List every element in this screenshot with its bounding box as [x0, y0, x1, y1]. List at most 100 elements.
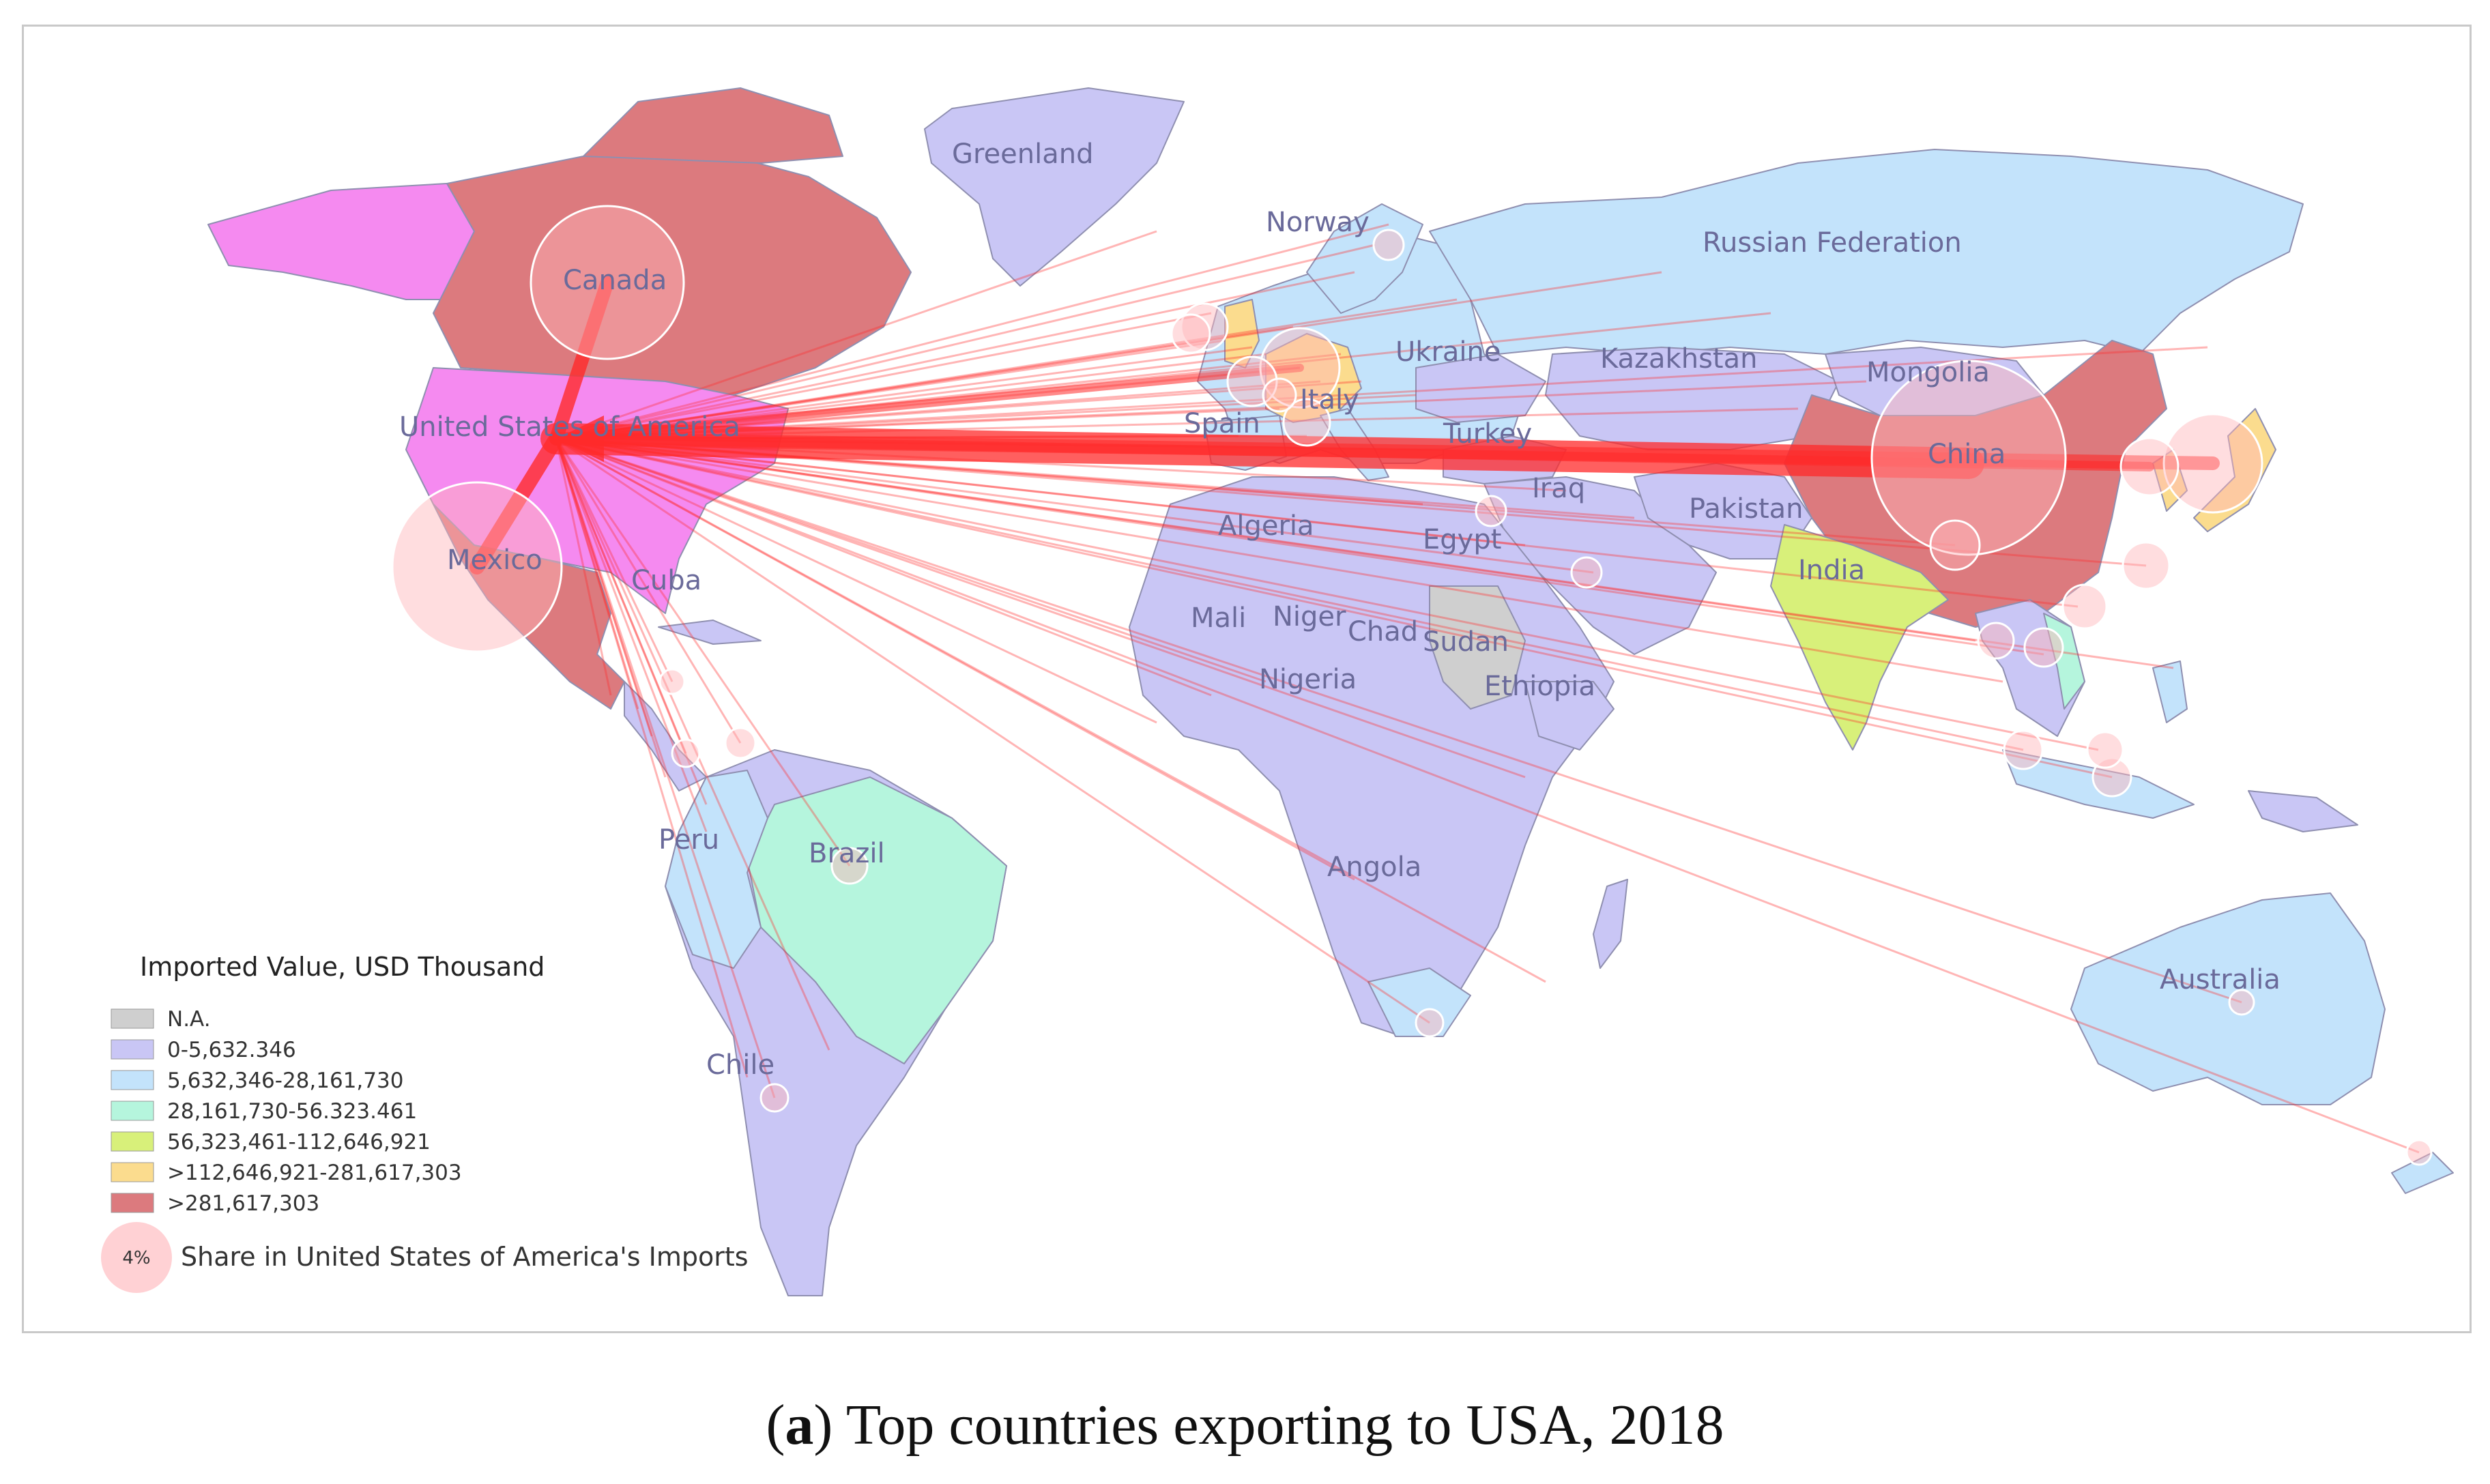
mexico-share-bubble: [391, 481, 563, 653]
trade-flow-line: [555, 298, 1458, 440]
south-africa-share-bubble: [1415, 1008, 1445, 1038]
trade-flow-line: [555, 438, 674, 682]
trade-flow-line: [555, 346, 1253, 440]
malaysia-share-bubble: [2023, 627, 2064, 668]
russia-share-bubble: [1372, 229, 1405, 261]
venezuela-share-bubble: [671, 738, 701, 768]
legend-label: N.A.: [167, 1007, 211, 1032]
legend: Imported Value, USD Thousand N.A. 0-5,632…: [101, 952, 749, 1293]
legend-label: >112,646,921-281,617,303: [167, 1161, 462, 1185]
label-mali: Mali: [1191, 602, 1246, 634]
legend-label: 56,323,461-112,646,921: [167, 1130, 431, 1154]
legend-label: 0-5,632.346: [167, 1038, 296, 1062]
israel-share-bubble: [1475, 495, 1507, 527]
central-america-shape: [624, 681, 707, 791]
label-canada: Canada: [563, 265, 667, 296]
trade-flow-line: [555, 325, 1294, 440]
japan-share-bubble: [2162, 413, 2263, 514]
alaska-shape: [207, 183, 475, 300]
trade-flow-line: [555, 346, 2208, 440]
legend-swatch: [111, 1008, 154, 1029]
trade-flow-line: [555, 438, 653, 737]
label-mongolia: Mongolia: [1866, 357, 1990, 388]
caption-panel-letter: a: [785, 1393, 814, 1457]
australia-share-bubble: [2228, 989, 2255, 1016]
major-trade-flow-line: [552, 364, 1304, 443]
major-trade-flow-line: [469, 431, 564, 574]
label-cuba: Cuba: [631, 565, 701, 596]
switzerland-share-bubble: [1262, 377, 1297, 413]
label-australia: Australia: [2160, 964, 2281, 995]
vietnam-share-bubble: [2061, 583, 2108, 630]
label-chile: Chile: [706, 1049, 774, 1081]
trade-flow-line: [555, 271, 1355, 440]
trade-flow-line: [555, 438, 742, 744]
trade-flow-line: [555, 437, 2147, 567]
legend-share-bubble: [101, 1222, 172, 1293]
trade-flow-line: [555, 437, 1526, 779]
new-zealand-shape: [2391, 1152, 2454, 1194]
label-india: India: [1798, 555, 1865, 586]
label-kazakhstan: Kazakhstan: [1600, 343, 1757, 375]
trade-flow-line: [555, 437, 1212, 697]
legend-bubble-description: Share in United States of America's Impo…: [181, 1242, 749, 1272]
label-egypt: Egypt: [1423, 524, 1501, 555]
chile-share-bubble: [759, 1083, 790, 1113]
legend-swatch: [111, 1162, 154, 1182]
peru-colombia-shape: [665, 770, 768, 969]
legend-swatch: [111, 1193, 154, 1213]
legend-title: Imported Value, USD Thousand: [140, 952, 545, 982]
world-trade-flow-map: Greenland Norway Canada Russian Federati…: [101, 87, 2454, 1296]
label-greenland: Greenland: [952, 139, 1094, 170]
indonesia-shape: [2002, 749, 2195, 819]
india-shape: [1770, 524, 1949, 751]
trade-flow-line: [555, 244, 1376, 440]
trade-flow-line: [555, 437, 1157, 724]
ethiopia-shape: [1524, 681, 1615, 751]
brazil-share-bubble: [830, 847, 869, 885]
flow-arrowhead: [556, 416, 604, 462]
trade-flow-line: [555, 437, 2079, 608]
legend-label: >281,617,303: [167, 1191, 319, 1216]
label-nigeria: Nigeria: [1259, 664, 1357, 695]
trade-flow-line: [555, 438, 851, 867]
saudi-share-bubble: [1570, 556, 1603, 589]
greenland-shape: [924, 87, 1185, 287]
trade-flow-line: [555, 437, 2174, 669]
label-russia: Russian Federation: [1703, 227, 1962, 259]
label-usa: United States of America: [399, 411, 740, 443]
canada-arctic-islands: [583, 87, 843, 164]
trade-flow-line: [555, 438, 830, 1051]
germany-share-bubble: [1259, 327, 1341, 409]
south-africa-shape: [1367, 967, 1471, 1037]
italy-share-bubble: [1282, 398, 1331, 447]
label-turkey: Turkey: [1443, 418, 1532, 450]
canada-share-bubble: [530, 205, 685, 360]
trade-flow-line: [555, 438, 667, 778]
trade-flow-line: [555, 437, 2003, 683]
china-share-bubble: [1870, 360, 2067, 556]
cuba-shape: [658, 620, 762, 645]
label-mexico: Mexico: [447, 544, 542, 576]
trade-flow-line: [555, 339, 1226, 440]
uk-shape: [1224, 299, 1260, 368]
ireland-share-bubble: [1170, 313, 1211, 354]
trade-flow-line: [555, 438, 776, 1099]
major-trade-flow-line: [551, 434, 2154, 471]
trade-flow-line: [555, 437, 2099, 751]
trade-flow-line: [555, 223, 1389, 440]
label-china: China: [1928, 439, 2006, 470]
philippines-share-bubble: [2086, 731, 2124, 769]
trade-flow-line: [555, 312, 1212, 440]
legend-swatch: [111, 1131, 154, 1152]
country-labels: Greenland Norway Canada Russian Federati…: [399, 139, 2281, 1081]
trade-flow-line: [555, 230, 1157, 440]
madagascar-shape: [1593, 879, 1628, 969]
trade-flow-line: [555, 271, 1662, 440]
philippines-shape: [2152, 660, 2188, 723]
label-spain: Spain: [1184, 408, 1260, 439]
new-guinea-shape: [2248, 790, 2358, 832]
trade-flow-line: [555, 437, 1976, 642]
caribbean-share-bubble: [658, 668, 686, 695]
trade-flow-line: [555, 438, 749, 1078]
